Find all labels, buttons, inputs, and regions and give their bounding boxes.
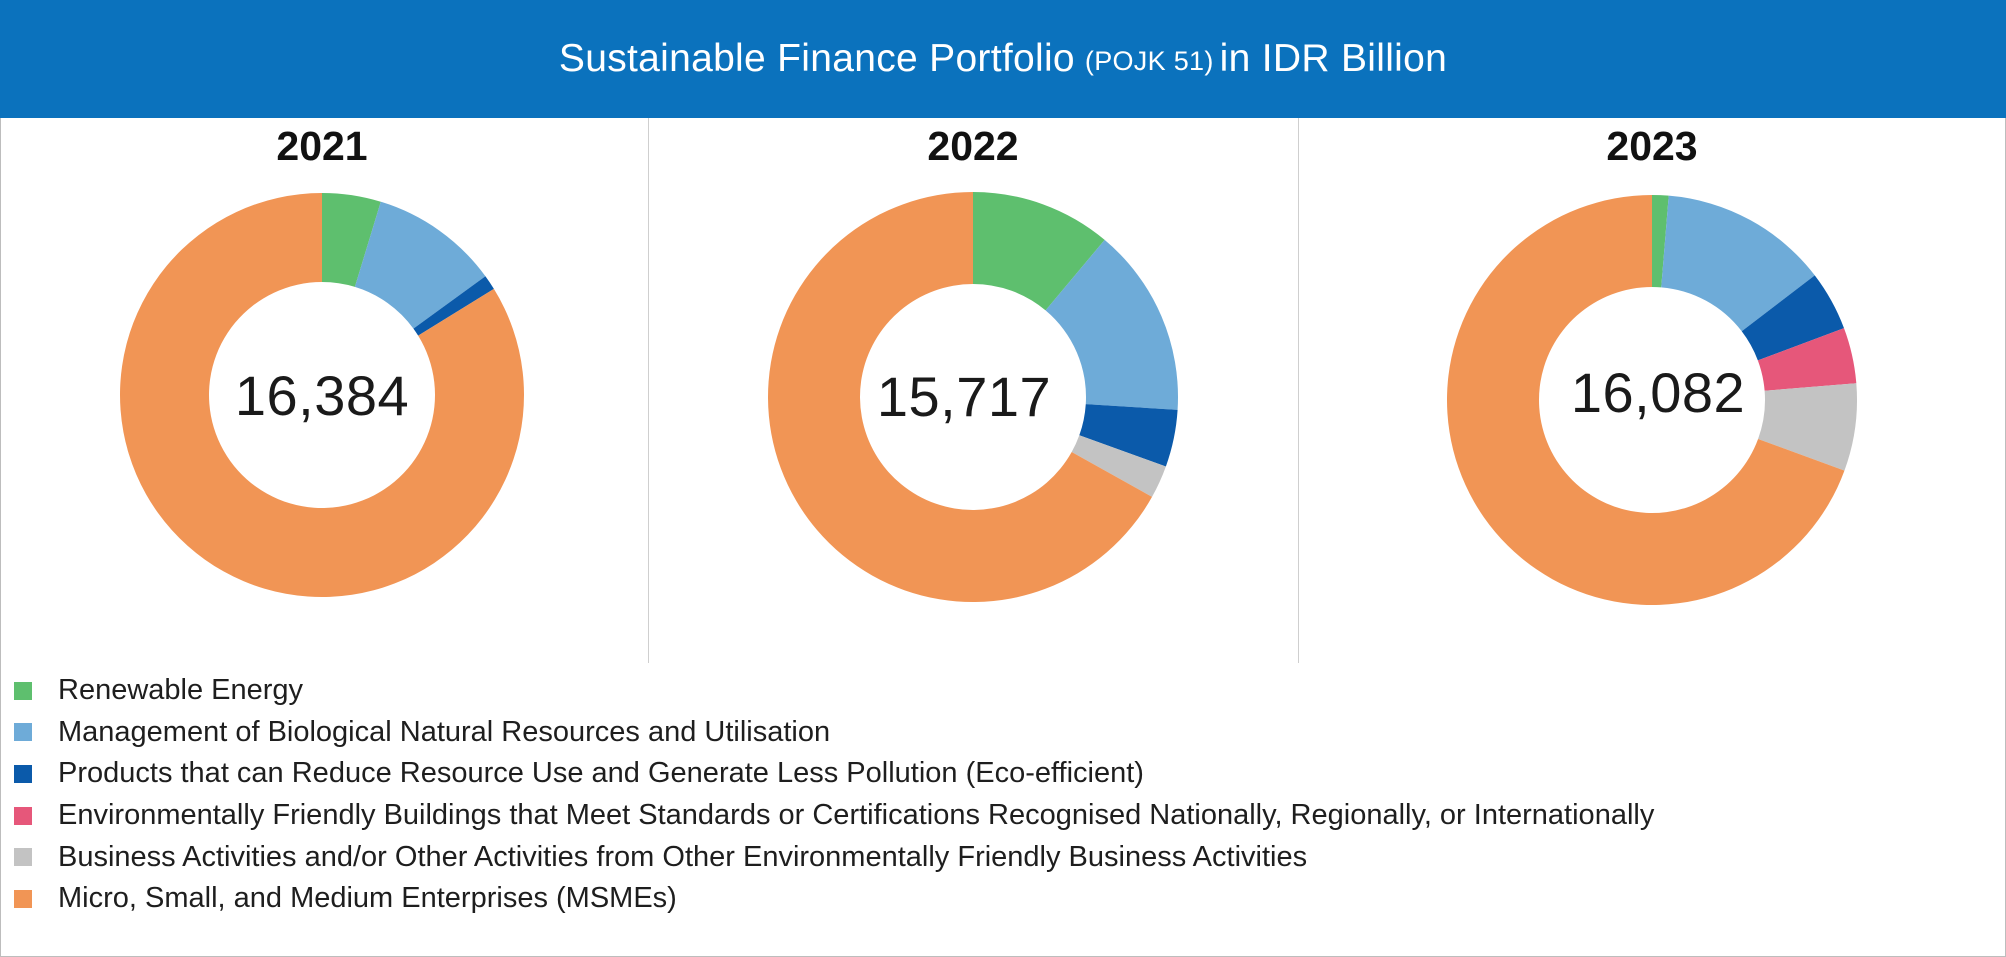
legend-label: Renewable Energy bbox=[58, 674, 304, 707]
legend-label: Environmentally Friendly Buildings that … bbox=[58, 799, 1655, 832]
legend-swatch bbox=[14, 723, 32, 742]
legend-swatch bbox=[14, 806, 32, 825]
donut-slice-2023-biological bbox=[1661, 195, 1815, 332]
donut-slice-2021-msme bbox=[119, 193, 524, 597]
legend: Renewable Energy Management of Biologica… bbox=[14, 670, 1654, 920]
donut-slice-2023-msme bbox=[1447, 195, 1845, 606]
legend-item-biological: Management of Biological Natural Resourc… bbox=[14, 712, 1654, 754]
legend-item-eco-efficient: Products that can Reduce Resource Use an… bbox=[14, 753, 1654, 795]
title-note: (POJK 51) bbox=[1084, 45, 1214, 76]
total-2022: 15,717 bbox=[876, 365, 1052, 428]
panel-divider bbox=[648, 118, 649, 663]
legend-label: Products that can Reduce Resource Use an… bbox=[58, 757, 1144, 790]
title-tail: in IDR Billion bbox=[1219, 37, 1448, 80]
donut-slice-2023-renewable bbox=[1652, 195, 1669, 288]
year-label-2021: 2021 bbox=[276, 123, 368, 169]
year-label-2022: 2022 bbox=[927, 123, 1019, 169]
legend-label: Business Activities and/or Other Activit… bbox=[58, 840, 1308, 873]
legend-swatch bbox=[14, 848, 32, 867]
total-2023: 16,082 bbox=[1570, 361, 1746, 424]
donut-slice-2022-biological bbox=[1045, 239, 1178, 410]
donut-slice-2021-renewable bbox=[322, 193, 381, 287]
total-2021: 16,384 bbox=[234, 364, 410, 427]
legend-label: Micro, Small, and Medium Enterprises (MS… bbox=[58, 882, 677, 915]
title-main: Sustainable Finance Portfolio bbox=[558, 37, 1075, 80]
donut-slice-2022-renewable bbox=[973, 192, 1105, 311]
legend-swatch bbox=[14, 889, 32, 908]
title-banner: Sustainable Finance Portfolio (POJK 51) … bbox=[0, 0, 2006, 118]
legend-item-other: Business Activities and/or Other Activit… bbox=[14, 836, 1654, 878]
legend-swatch bbox=[14, 764, 32, 783]
donut-slice-2023-other bbox=[1758, 383, 1857, 471]
legend-swatch bbox=[14, 681, 32, 700]
year-label-2023: 2023 bbox=[1606, 123, 1698, 169]
legend-label: Management of Biological Natural Resourc… bbox=[58, 715, 831, 748]
legend-item-buildings: Environmentally Friendly Buildings that … bbox=[14, 795, 1654, 837]
donut-slice-2022-eco-efficient bbox=[1079, 404, 1178, 467]
donut-charts bbox=[119, 192, 1857, 606]
donut-slice-2022-msme bbox=[768, 192, 1153, 602]
donut-slice-2023-eco-efficient bbox=[1741, 275, 1844, 361]
donut-slice-2022-other bbox=[1071, 435, 1166, 497]
donut-slice-2023-buildings bbox=[1757, 328, 1857, 391]
donut-slice-2021-biological bbox=[354, 201, 486, 329]
donut-slice-2021-eco-efficient bbox=[413, 276, 494, 336]
panel-divider bbox=[1298, 118, 1299, 663]
legend-item-renewable: Renewable Energy bbox=[14, 670, 1654, 712]
legend-item-msme: Micro, Small, and Medium Enterprises (MS… bbox=[14, 878, 1654, 920]
